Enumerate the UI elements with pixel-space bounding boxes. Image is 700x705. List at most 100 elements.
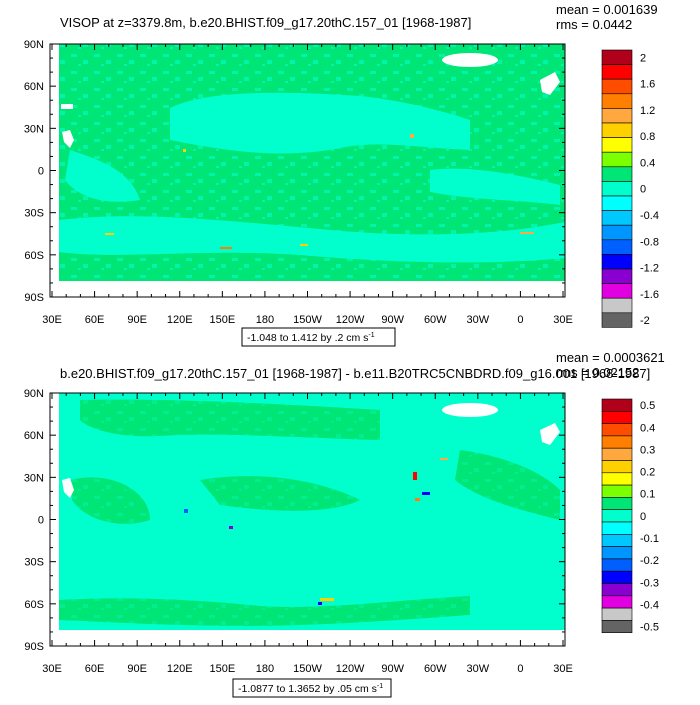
panel-2-hotspot xyxy=(413,472,417,480)
x-tick-label: 180 xyxy=(256,314,274,326)
colorbar-swatch xyxy=(601,607,633,621)
y-tick-label: 90S xyxy=(24,641,44,653)
colorbar-label: -1.6 xyxy=(640,289,659,301)
x-tick-label: 60E xyxy=(85,663,105,675)
colorbar-label: 2 xyxy=(640,52,646,64)
panel-1-land-small xyxy=(61,104,73,109)
y-tick-label: 90N xyxy=(24,388,44,400)
y-tick-label: 60S xyxy=(24,599,44,611)
panel-2-hotspot xyxy=(440,458,448,460)
x-tick-label: 90E xyxy=(127,314,147,326)
colorbar-swatch xyxy=(601,224,633,241)
colorbar-swatch xyxy=(601,268,633,284)
panel-1-hotspot xyxy=(105,233,114,235)
colorbar-label: -0.8 xyxy=(640,236,659,248)
y-tick-label: 30S xyxy=(24,557,44,569)
y-tick-label: 60N xyxy=(24,430,44,442)
colorbar-label: -0.1 xyxy=(640,533,659,545)
colorbar-swatch xyxy=(601,521,633,535)
colorbar-swatch xyxy=(601,181,633,197)
colorbar-swatch xyxy=(601,239,633,255)
x-tick-label: 150E xyxy=(209,314,235,326)
panel-2-hotspot xyxy=(318,602,322,605)
colorbar-label: 0.3 xyxy=(640,444,655,456)
y-tick-label: 60N xyxy=(24,81,44,93)
panel-2: b.e20.BHIST.f09_g17.20thC.157_01 [1968-1… xyxy=(24,350,665,698)
colorbar-swatch xyxy=(601,137,633,153)
panel-2-hotspot xyxy=(184,509,188,513)
colorbar-label: 0.5 xyxy=(640,400,655,412)
colorbar-swatch xyxy=(601,312,633,328)
panel-2-map xyxy=(49,392,566,647)
panel-2-range-frame xyxy=(232,678,392,698)
colorbar-label: 0.4 xyxy=(640,157,655,169)
colorbar-label: 1.6 xyxy=(640,79,655,91)
x-tick-label: 180 xyxy=(256,663,274,675)
panel-1-y-axis: 90N 60N 30N 0 30S 60S 90S xyxy=(24,39,565,304)
colorbar-swatch xyxy=(601,410,633,424)
colorbar-swatch xyxy=(601,460,633,474)
y-tick-label: 30N xyxy=(24,472,44,484)
colorbar-swatch xyxy=(601,93,633,109)
x-tick-label: 90W xyxy=(381,314,404,326)
panel-1-hotspot xyxy=(183,149,186,152)
colorbar-swatch xyxy=(601,472,633,486)
x-tick-label: 0 xyxy=(517,663,523,675)
panel-2-hotspots xyxy=(184,458,448,605)
x-tick-label: 120E xyxy=(167,663,193,675)
panel-1-hotspots xyxy=(105,134,534,249)
y-tick-label: 90N xyxy=(24,39,44,51)
panel-2-speckle xyxy=(59,393,565,630)
x-tick-label: 30E xyxy=(42,663,62,675)
colorbar-label: -0.4 xyxy=(640,210,659,222)
panel-1-hotspot xyxy=(300,244,308,246)
y-tick-label: 0 xyxy=(38,515,44,527)
colorbar-label: 1.2 xyxy=(640,105,655,117)
colorbar-swatch xyxy=(601,78,633,95)
x-tick-label: 60W xyxy=(424,663,447,675)
panel-1-land-antarctica xyxy=(50,281,565,297)
x-tick-label: 120W xyxy=(336,663,365,675)
colorbar-swatch xyxy=(601,570,633,584)
colorbar-swatch xyxy=(601,583,633,597)
colorbar-label: -0.3 xyxy=(640,577,659,589)
colorbar-swatch xyxy=(601,297,633,314)
colorbar-swatch xyxy=(601,122,633,138)
panel-1-range-box: -1.048 to 1.412 by .2 cm s-1 xyxy=(241,327,396,347)
y-tick-label: 30S xyxy=(24,208,44,220)
panel-2-colorbar: 0.5 0.4 0.3 0.2 0.1 0 -0.1 -0.2 -0.3 -0.4 -0.5 xyxy=(601,398,659,634)
panel-1-range-frame xyxy=(241,327,396,347)
panel-1-colorbar: 2 1.6 1.2 0.8 0.4 0 -0.4 -0.8 -1.2 -1.6 -2 xyxy=(601,49,659,328)
x-tick-label: 0 xyxy=(517,314,523,326)
colorbar-label: -1.2 xyxy=(640,263,659,275)
colorbar-swatch xyxy=(601,447,633,461)
colorbar-swatch xyxy=(601,435,633,449)
colorbar-swatch xyxy=(601,166,633,182)
x-tick-label: 150W xyxy=(293,314,322,326)
panel-2-land-arctic xyxy=(442,403,498,417)
panel-1-range-text: -1.048 to 1.412 by .2 cm s-1 xyxy=(247,332,375,344)
colorbar-swatch xyxy=(601,64,633,80)
panel-1-range-sup: -1 xyxy=(368,332,374,339)
colorbar-swatch xyxy=(601,283,633,299)
x-tick-label: 30W xyxy=(467,663,490,675)
colorbar-label: 0 xyxy=(640,511,646,523)
panel-1-mean: mean = 0.001639 xyxy=(556,2,658,17)
panel-2-land-greenland xyxy=(540,423,560,445)
panel-2-range-box: -1.0877 to 1.3652 by .05 cm s-1 xyxy=(232,678,392,698)
x-tick-label: 90W xyxy=(381,663,404,675)
colorbar-swatch xyxy=(601,595,633,609)
panel-2-range-sup: -1 xyxy=(377,683,383,690)
colorbar-label: -2 xyxy=(640,315,650,327)
panel-2-y-axis: 90N 60N 30N 0 30S 60S 90S xyxy=(24,388,565,653)
x-tick-label: 30W xyxy=(467,314,490,326)
panel-2-mean: mean = 0.0003621 xyxy=(556,350,665,365)
panel-1: VISOP at z=3379.8m, b.e20.BHIST.f09_g17.… xyxy=(24,2,659,347)
panel-1-land-arctic xyxy=(442,53,498,67)
panel-1-rms: rms = 0.0442 xyxy=(556,17,632,32)
colorbar-swatch xyxy=(601,497,633,510)
panel-1-land-islands xyxy=(62,130,74,148)
colorbar-swatch xyxy=(601,509,633,523)
colorbar-label: 0.8 xyxy=(640,131,655,143)
